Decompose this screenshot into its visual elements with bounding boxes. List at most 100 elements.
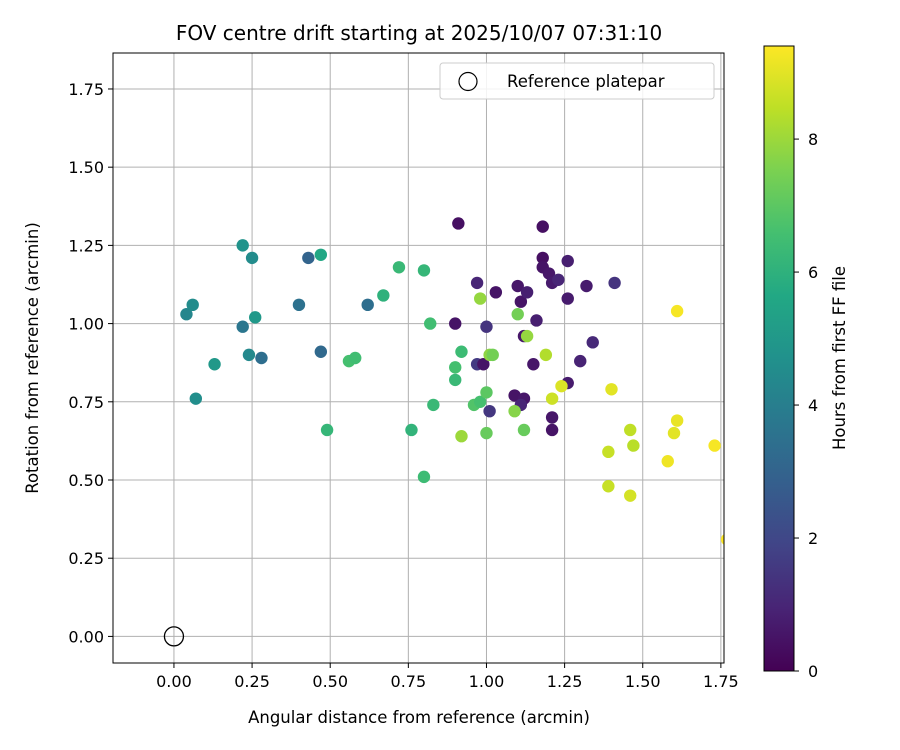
data-point (455, 430, 468, 443)
data-point (483, 404, 496, 418)
data-point (720, 534, 724, 545)
data-point (255, 351, 268, 365)
data-point (542, 267, 556, 280)
y-tick-label: 0.75 (68, 393, 104, 412)
reference-marker (163, 626, 185, 647)
data-point (314, 248, 328, 261)
data-point (236, 320, 249, 333)
data-point (417, 470, 431, 484)
chart-title: FOV centre drift starting at 2025/10/07 … (176, 21, 662, 45)
data-point (627, 439, 640, 452)
data-point (545, 411, 559, 424)
data-point (424, 317, 437, 330)
data-point (508, 404, 521, 418)
data-point (602, 445, 615, 459)
data-point (455, 345, 468, 358)
data-point (302, 251, 315, 265)
legend-box (439, 62, 715, 100)
data-point (392, 261, 406, 274)
data-point (474, 292, 487, 305)
data-point (536, 251, 549, 265)
colorbar-tick-label: 8 (808, 130, 818, 149)
data-point (545, 392, 559, 405)
data-point (236, 239, 249, 252)
y-tick-label: 1.75 (68, 80, 104, 99)
x-tick-label: 0.75 (391, 672, 427, 691)
x-axis-label: Angular distance from reference (arcmin) (248, 708, 590, 727)
data-point (508, 389, 521, 402)
data-point (624, 423, 637, 437)
data-point (449, 317, 462, 330)
colorbar-label: Hours from first FF file (830, 266, 849, 450)
data-point (574, 354, 587, 368)
data-point (514, 295, 528, 308)
data-point (552, 273, 565, 286)
data-point (661, 455, 674, 468)
data-point (624, 489, 637, 502)
data-point (667, 426, 681, 440)
data-point (561, 292, 574, 305)
y-tick-label: 0.25 (68, 549, 104, 568)
data-point (452, 217, 465, 230)
colorbar-gradient (763, 45, 795, 672)
data-point (377, 289, 390, 302)
data-point (180, 308, 193, 321)
data-point (489, 286, 503, 299)
x-axis: 0.00 0.25 0.50 0.75 1.00 1.25 1.50 1.75 (156, 663, 739, 691)
data-point (545, 423, 559, 437)
data-point (349, 351, 362, 365)
data-point (292, 298, 306, 312)
plot-frame (112, 52, 725, 664)
x-tick-label: 0.00 (156, 672, 192, 691)
data-point (511, 279, 524, 293)
data-point (517, 423, 531, 437)
data-point (208, 358, 221, 371)
data-point (670, 414, 684, 427)
data-point (449, 373, 462, 387)
colorbar-tick-label: 0 (808, 662, 818, 681)
data-point (245, 251, 259, 265)
data-point (474, 395, 487, 408)
x-tick-label: 1.25 (547, 672, 583, 691)
data-point (602, 480, 615, 493)
data-point (480, 426, 493, 440)
data-point (242, 348, 256, 362)
data-point (586, 336, 599, 349)
data-point (536, 220, 549, 233)
data-point (486, 348, 499, 362)
data-point (608, 276, 621, 290)
data-point (520, 329, 534, 343)
data-point (555, 379, 568, 393)
data-point (361, 298, 374, 312)
y-axis: 0.00 0.25 0.50 0.75 1.00 1.25 1.50 1.75 (68, 80, 113, 646)
y-tick-label: 0.50 (68, 471, 104, 490)
colorbar-tick-label: 4 (808, 396, 818, 415)
legend-label: Reference platepar (507, 72, 665, 91)
data-point (480, 386, 493, 399)
data-point (189, 392, 203, 405)
x-tick-label: 1.75 (703, 672, 739, 691)
scatter-points (180, 217, 724, 545)
legend: Reference platepar (439, 62, 715, 100)
data-point (708, 439, 721, 452)
y-tick-label: 1.50 (68, 158, 104, 177)
data-point (477, 358, 490, 371)
colorbar-tick-label: 6 (808, 263, 818, 282)
x-tick-label: 0.25 (234, 672, 270, 691)
plot-area (113, 53, 724, 663)
data-point (417, 264, 431, 277)
colorbar: 0 2 4 6 8 Hours from first FF file (763, 45, 849, 681)
data-point (520, 286, 534, 299)
data-point (561, 254, 574, 268)
legend-marker-icon (458, 71, 478, 92)
data-point (470, 276, 484, 290)
data-point (480, 320, 493, 333)
data-point (449, 361, 462, 374)
y-axis-label: Rotation from reference (arcmin) (23, 222, 42, 494)
colorbar-ticks: 0 2 4 6 8 (794, 130, 818, 681)
data-point (320, 423, 334, 437)
y-tick-label: 0.00 (68, 627, 104, 646)
data-point (249, 311, 262, 324)
y-tick-label: 1.25 (68, 236, 104, 255)
